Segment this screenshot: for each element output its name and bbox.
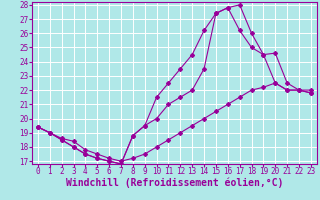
X-axis label: Windchill (Refroidissement éolien,°C): Windchill (Refroidissement éolien,°C) — [66, 178, 283, 188]
